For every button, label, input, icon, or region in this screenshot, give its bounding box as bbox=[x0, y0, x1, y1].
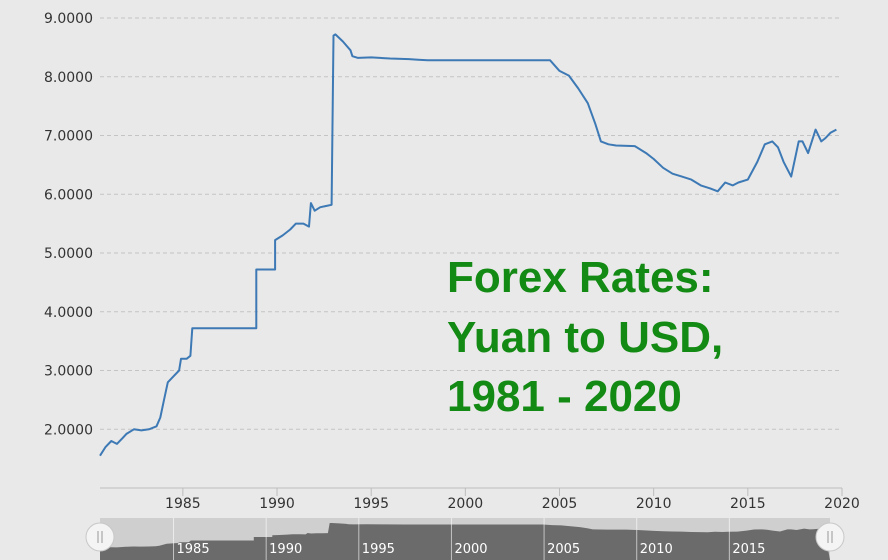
chart-title: Forex Rates: Yuan to USD, 1981 - 2020 bbox=[447, 253, 723, 421]
y-tick-label: 7.0000 bbox=[44, 129, 93, 145]
navigator-tick-label: 1995 bbox=[362, 542, 395, 557]
x-tick-label: 2010 bbox=[636, 496, 672, 512]
y-tick-label: 8.0000 bbox=[44, 70, 93, 86]
y-tick-label: 4.0000 bbox=[44, 305, 93, 321]
x-tick-label: 2005 bbox=[542, 496, 578, 512]
title-line-3: 1981 - 2020 bbox=[447, 372, 682, 421]
range-navigator[interactable]: 1985 1990 1995 2000 2005 2010 2015 bbox=[85, 518, 845, 560]
y-tick-label: 6.0000 bbox=[44, 187, 93, 203]
gridlines bbox=[100, 17, 842, 430]
navigator-area bbox=[100, 523, 830, 560]
navigator-tick-label: 2015 bbox=[732, 542, 765, 557]
x-tick-label: 2000 bbox=[448, 496, 484, 512]
y-tick-label: 3.0000 bbox=[44, 364, 93, 380]
y-tick-label: 2.0000 bbox=[44, 422, 93, 438]
y-tick-label: 5.0000 bbox=[44, 246, 93, 262]
navigator-tick-label: 1985 bbox=[177, 542, 210, 557]
navigator-tick-label: 2010 bbox=[640, 542, 673, 557]
navigator-handle-right[interactable] bbox=[815, 522, 845, 552]
y-tick-label: 9.0000 bbox=[44, 11, 93, 27]
navigator-ticks: 1985 1990 1995 2000 2005 2010 2015 bbox=[173, 518, 765, 560]
navigator-tick-label: 2005 bbox=[547, 542, 580, 557]
x-axis: 1985 1990 1995 2000 2005 2010 2015 2020 bbox=[165, 488, 860, 512]
title-line-1: Forex Rates: bbox=[447, 253, 714, 302]
series-line-yuan-usd bbox=[99, 33, 837, 457]
navigator-tick-label: 2000 bbox=[454, 542, 487, 557]
x-tick-label: 2015 bbox=[730, 496, 766, 512]
navigator-tick-label: 1990 bbox=[269, 542, 302, 557]
x-tick-label: 2020 bbox=[824, 496, 860, 512]
x-tick-label: 1990 bbox=[259, 496, 295, 512]
y-axis: 2.0000 3.0000 4.0000 5.0000 6.0000 7.0000 8.00… bbox=[44, 11, 93, 438]
x-tick-label: 1995 bbox=[353, 496, 389, 512]
navigator-handle-left[interactable] bbox=[85, 522, 115, 552]
title-line-2: Yuan to USD, bbox=[447, 313, 723, 362]
x-tick-label: 1985 bbox=[165, 496, 201, 512]
